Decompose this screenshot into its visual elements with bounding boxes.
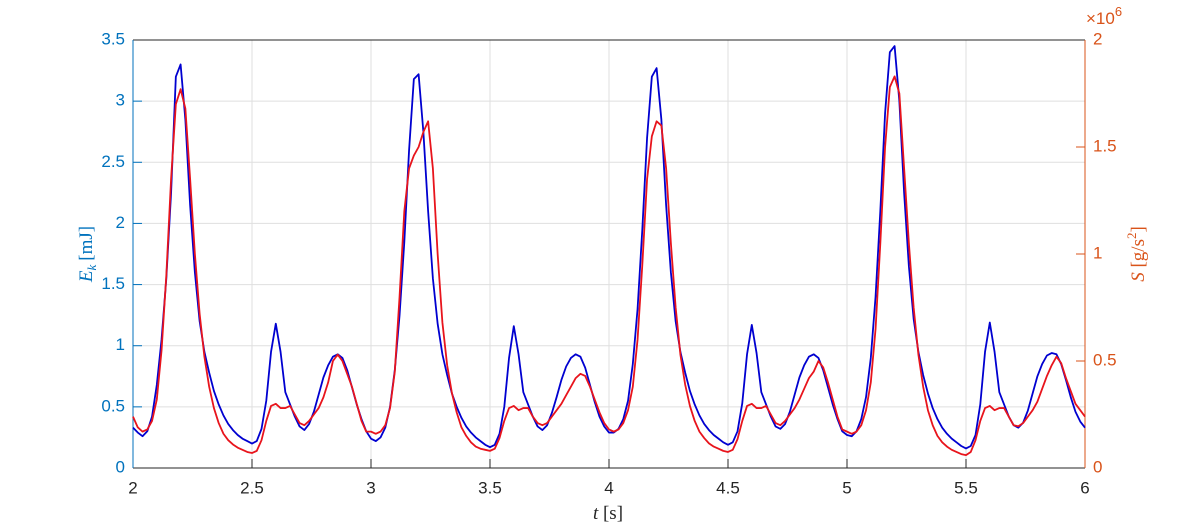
y-tick-label: 3.5: [101, 29, 125, 48]
x-axis-label: t [s]: [593, 503, 623, 524]
x-tick-label: 3: [366, 478, 375, 497]
y2-label-sup: 2: [1124, 233, 1139, 240]
y2-label-symbol: S: [1128, 272, 1149, 282]
x-tick-label: 6: [1080, 478, 1089, 497]
y2-tick-label: 0: [1093, 457, 1102, 476]
y2-label-end: ]: [1128, 226, 1149, 232]
y-label-unit: [mJ]: [76, 226, 97, 261]
x-tick-label: 2.5: [240, 478, 264, 497]
y-label-subscript: k: [84, 265, 99, 271]
y-tick-label: 3: [116, 91, 125, 110]
y-label-symbol: E: [76, 270, 97, 283]
y-axis-label: Ek [mJ]: [76, 226, 99, 283]
x-tick-label: 5: [842, 478, 851, 497]
y-tick-label: 1: [116, 335, 125, 354]
multiplier-exponent: 6: [1115, 4, 1122, 19]
x-tick-label: 5.5: [954, 478, 978, 497]
y2-tick-label: 1.5: [1093, 136, 1117, 155]
y2-axis-label: S [g/s2]: [1124, 226, 1149, 282]
y2-tick-label: 1: [1093, 243, 1102, 262]
y-tick-label: 1.5: [101, 274, 125, 293]
y2-label-unit: [g/s: [1128, 239, 1149, 268]
x-tick-label: 2: [128, 478, 137, 497]
multiplier-base: ×10: [1086, 9, 1115, 28]
x-tick-label: 4: [604, 478, 613, 497]
y-tick-label: 0.5: [101, 396, 125, 415]
y2-tick-label: 2: [1093, 29, 1102, 48]
y2-tick-label: 0.5: [1093, 350, 1117, 369]
y-tick-label: 2.5: [101, 152, 125, 171]
data-line: [132, 75, 1086, 457]
y-tick-label: 2: [116, 213, 125, 232]
x-tick-label: 3.5: [478, 478, 502, 497]
x-tick-label: 4.5: [716, 478, 740, 497]
x-label-symbol: t: [593, 503, 599, 524]
x-label-unit: [s]: [603, 503, 623, 524]
y2-multiplier: ×106: [1086, 4, 1122, 28]
y-tick-label: 0: [116, 457, 125, 476]
